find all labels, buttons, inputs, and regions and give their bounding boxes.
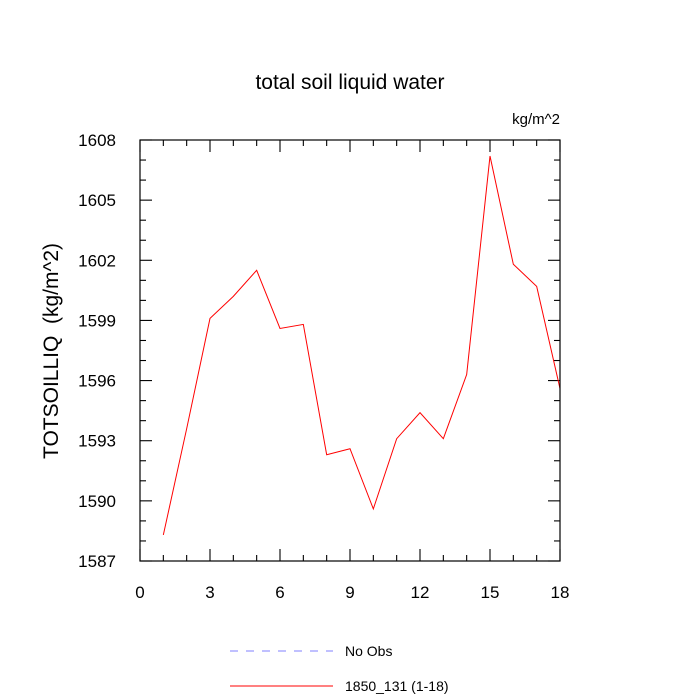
y-tick-label: 1593 — [78, 432, 116, 451]
y-tick-label: 1608 — [78, 131, 116, 150]
series-line — [162, 155, 560, 536]
y-tick-label: 1590 — [78, 492, 116, 511]
x-tick-label: 0 — [135, 583, 144, 602]
legend-label: No Obs — [345, 643, 392, 659]
x-tick-label: 15 — [481, 583, 500, 602]
legend-label: 1850_131 (1-18) — [345, 678, 449, 694]
y-tick-label: 1599 — [78, 311, 116, 330]
plot-frame — [139, 139, 561, 562]
units-label: kg/m^2 — [512, 111, 560, 128]
x-tick-label: 3 — [205, 583, 214, 602]
y-tick-label: 1602 — [78, 251, 116, 270]
chart-title: total soil liquid water — [255, 71, 444, 94]
legend: No Obs 1850_131 (1-18) — [230, 643, 449, 694]
y-tick-label: 1587 — [78, 552, 116, 571]
y-axis-label: TOTSOILLIQ (kg/m^2) — [40, 243, 63, 459]
y-tick-label: 1605 — [78, 191, 116, 210]
axis-tick-labels: 0 3 6 9 12 15 18 1587 1590 1593 1596 1599 1602 1605 16… — [78, 131, 569, 602]
x-tick-label: 9 — [345, 583, 354, 602]
y-tick-label: 1596 — [78, 372, 116, 391]
x-tick-label: 18 — [551, 583, 570, 602]
series-lines — [162, 155, 560, 536]
x-tick-label: 6 — [275, 583, 284, 602]
x-tick-label: 12 — [411, 583, 430, 602]
